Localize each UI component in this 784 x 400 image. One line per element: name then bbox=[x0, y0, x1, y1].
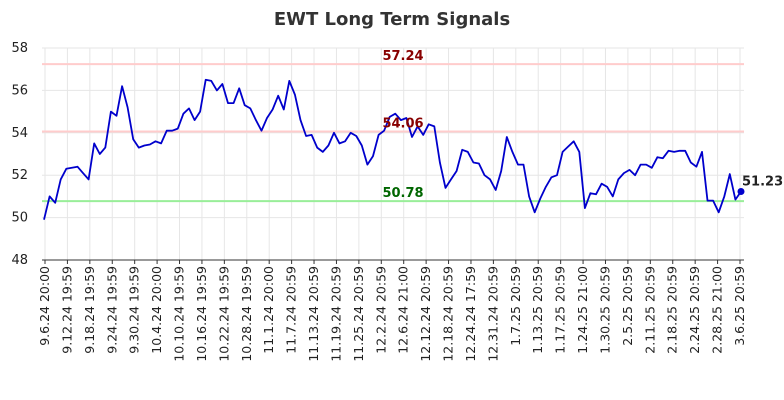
grid bbox=[42, 47, 744, 261]
x-tick-label: 10.4.24 20:00 bbox=[149, 266, 164, 354]
x-tick-label: 9.30.24 19:59 bbox=[127, 266, 142, 354]
x-tick-label: 9.6.24 20:00 bbox=[37, 266, 52, 346]
last-value-label: 51.23 bbox=[742, 175, 783, 190]
x-tick-label: 11.19.24 20:59 bbox=[328, 266, 343, 362]
x-tick-label: 12.6.24 21:00 bbox=[396, 266, 411, 354]
x-tick-label: 12.18.24 20:59 bbox=[441, 266, 456, 362]
x-tick-label: 1.24.25 21:00 bbox=[575, 266, 590, 354]
last-point-marker bbox=[737, 188, 745, 196]
x-tick-label: 12.2.24 20:59 bbox=[373, 266, 388, 354]
x-tick-label: 9.18.24 19:59 bbox=[82, 266, 97, 354]
x-tick-label: 10.16.24 19:59 bbox=[194, 266, 209, 362]
x-tick-label: 2.28.25 21:00 bbox=[710, 266, 725, 354]
x-tick-label: 9.12.24 19:59 bbox=[59, 266, 74, 354]
y-tick-label: 56 bbox=[11, 83, 28, 98]
x-tick-label: 2.18.25 20:59 bbox=[665, 266, 680, 354]
x-tick-label: 2.11.25 20:59 bbox=[642, 266, 657, 354]
x-tick-label: 2.24.25 20:59 bbox=[687, 266, 702, 354]
x-tick-label: 12.31.24 20:59 bbox=[485, 266, 500, 362]
x-tick-label: 11.1.24 20:00 bbox=[261, 266, 276, 354]
x-tick-label: 3.6.25 20:59 bbox=[732, 266, 747, 346]
signal-annotation: 50.78 bbox=[382, 186, 423, 201]
x-tick-label: 10.10.24 19:59 bbox=[172, 266, 187, 362]
axes bbox=[42, 259, 744, 264]
x-tick-label: 1.7.25 20:59 bbox=[508, 266, 523, 346]
x-tick-label: 9.24.24 19:59 bbox=[104, 266, 119, 354]
x-tick-label: 10.22.24 19:59 bbox=[216, 266, 231, 362]
x-tick-label: 11.13.24 20:59 bbox=[306, 266, 321, 362]
labels: 48 50 52 54 56 58 9.6.24 20:00 9.12.24 19:59 9.1… bbox=[11, 41, 783, 362]
chart-title: EWT Long Term Signals bbox=[274, 9, 510, 30]
x-tick-label: 12.24.24 17:59 bbox=[463, 266, 478, 362]
x-tick-label: 2.5.25 20:59 bbox=[620, 266, 635, 346]
y-tick-label: 54 bbox=[11, 126, 28, 141]
y-tick-label: 52 bbox=[11, 168, 28, 183]
series bbox=[43, 78, 745, 220]
x-tick-label: 12.12.24 20:59 bbox=[418, 266, 433, 362]
x-tick-label: 11.25.24 20:59 bbox=[351, 266, 366, 362]
x-tick-label: 1.17.25 20:59 bbox=[553, 266, 568, 354]
signal-lines bbox=[42, 63, 744, 203]
x-tick-label: 11.7.24 20:59 bbox=[284, 266, 299, 354]
y-tick-label: 48 bbox=[11, 253, 28, 268]
x-tick-label: 1.30.25 20:59 bbox=[597, 266, 612, 354]
y-tick-label: 58 bbox=[11, 41, 28, 56]
price-line bbox=[43, 78, 742, 220]
signal-annotation: 54.06 bbox=[382, 117, 423, 132]
y-tick-label: 50 bbox=[11, 211, 28, 226]
signal-annotation: 57.24 bbox=[382, 49, 423, 64]
x-tick-label: 10.28.24 19:59 bbox=[239, 266, 254, 362]
x-tick-label: 1.13.25 20:59 bbox=[530, 266, 545, 354]
